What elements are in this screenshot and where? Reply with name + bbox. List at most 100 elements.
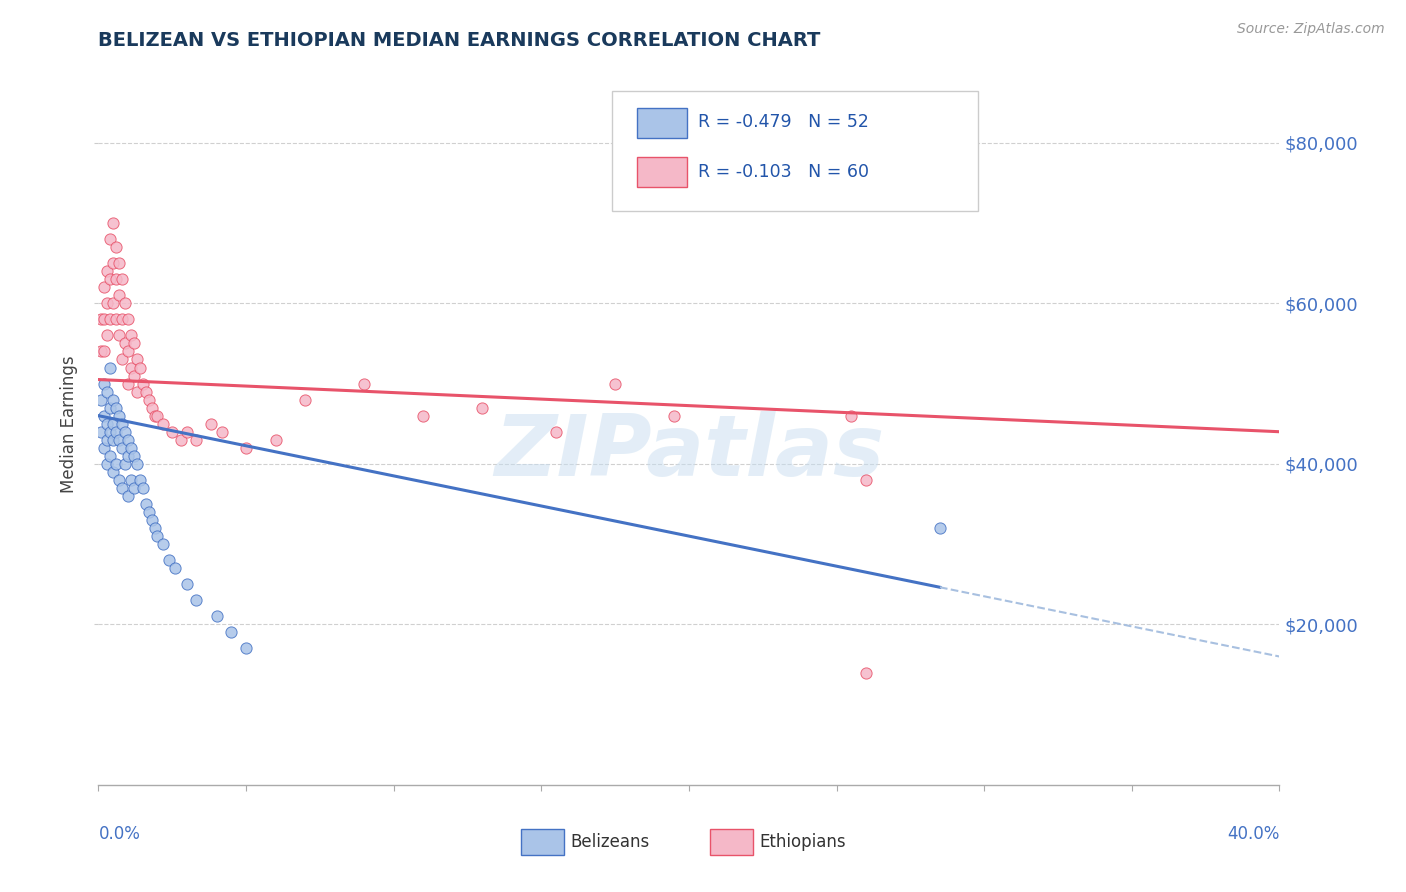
Point: [111, 417, 134, 431]
Point: [90, 312, 112, 326]
Point: [96, 417, 118, 431]
Point: [114, 336, 136, 351]
Point: [96, 296, 118, 310]
Point: [114, 425, 136, 439]
Point: [98, 401, 121, 415]
Point: [264, 433, 287, 447]
Point: [108, 409, 131, 423]
Point: [108, 328, 131, 343]
Point: [471, 401, 494, 415]
Point: [128, 473, 150, 487]
Point: [664, 409, 686, 423]
Point: [111, 441, 134, 455]
Point: [105, 312, 128, 326]
FancyBboxPatch shape: [612, 91, 979, 211]
Point: [96, 384, 118, 399]
Point: [103, 433, 125, 447]
Point: [111, 272, 134, 286]
Point: [294, 392, 316, 407]
Point: [162, 425, 183, 439]
Point: [138, 392, 160, 407]
Point: [117, 344, 139, 359]
Point: [117, 449, 139, 463]
Point: [98, 312, 121, 326]
Point: [841, 409, 863, 423]
Point: [138, 505, 160, 519]
Point: [152, 537, 174, 551]
Y-axis label: Median Earnings: Median Earnings: [60, 355, 79, 492]
Point: [98, 272, 121, 286]
Point: [170, 433, 193, 447]
Point: [157, 553, 180, 567]
Point: [122, 336, 145, 351]
Point: [184, 593, 207, 607]
Point: [120, 473, 142, 487]
Point: [125, 352, 148, 367]
Point: [98, 232, 121, 246]
Point: [855, 665, 877, 680]
Point: [105, 457, 128, 471]
Point: [125, 384, 148, 399]
Point: [120, 328, 142, 343]
Point: [143, 409, 166, 423]
Point: [128, 360, 150, 375]
Point: [176, 425, 198, 439]
Point: [165, 561, 187, 575]
Point: [93, 280, 115, 294]
Point: [96, 264, 118, 278]
Point: [111, 352, 134, 367]
Point: [146, 529, 169, 543]
Point: [122, 481, 145, 495]
Point: [200, 417, 222, 431]
Text: ZIPatlas: ZIPatlas: [494, 411, 884, 494]
Point: [108, 433, 131, 447]
Point: [93, 312, 115, 326]
Point: [235, 641, 257, 656]
Point: [135, 497, 157, 511]
Point: [176, 577, 198, 591]
Point: [108, 256, 131, 270]
FancyBboxPatch shape: [710, 829, 752, 855]
Point: [221, 625, 243, 640]
Point: [146, 409, 169, 423]
Point: [96, 457, 118, 471]
Point: [152, 417, 174, 431]
Point: [103, 216, 125, 230]
Point: [143, 521, 166, 535]
Text: R = -0.479   N = 52: R = -0.479 N = 52: [699, 113, 869, 131]
FancyBboxPatch shape: [637, 108, 686, 138]
FancyBboxPatch shape: [637, 157, 686, 187]
Point: [546, 425, 568, 439]
Point: [98, 360, 121, 375]
Point: [105, 401, 128, 415]
Text: Belizeans: Belizeans: [571, 833, 650, 851]
Point: [98, 449, 121, 463]
Point: [105, 425, 128, 439]
FancyBboxPatch shape: [522, 829, 564, 855]
Point: [605, 376, 627, 391]
Point: [117, 376, 139, 391]
Point: [111, 481, 134, 495]
Point: [125, 457, 148, 471]
Point: [117, 433, 139, 447]
Point: [855, 473, 877, 487]
Point: [96, 433, 118, 447]
Point: [412, 409, 434, 423]
Point: [120, 441, 142, 455]
Point: [96, 328, 118, 343]
Point: [120, 360, 142, 375]
Point: [205, 609, 228, 624]
Point: [929, 521, 952, 535]
Point: [353, 376, 375, 391]
Point: [98, 425, 121, 439]
Point: [105, 272, 128, 286]
Point: [103, 296, 125, 310]
Point: [117, 312, 139, 326]
Point: [90, 425, 112, 439]
Text: R = -0.103   N = 60: R = -0.103 N = 60: [699, 162, 869, 180]
Point: [108, 288, 131, 302]
Point: [122, 449, 145, 463]
Point: [141, 401, 163, 415]
Point: [90, 392, 112, 407]
Point: [111, 312, 134, 326]
